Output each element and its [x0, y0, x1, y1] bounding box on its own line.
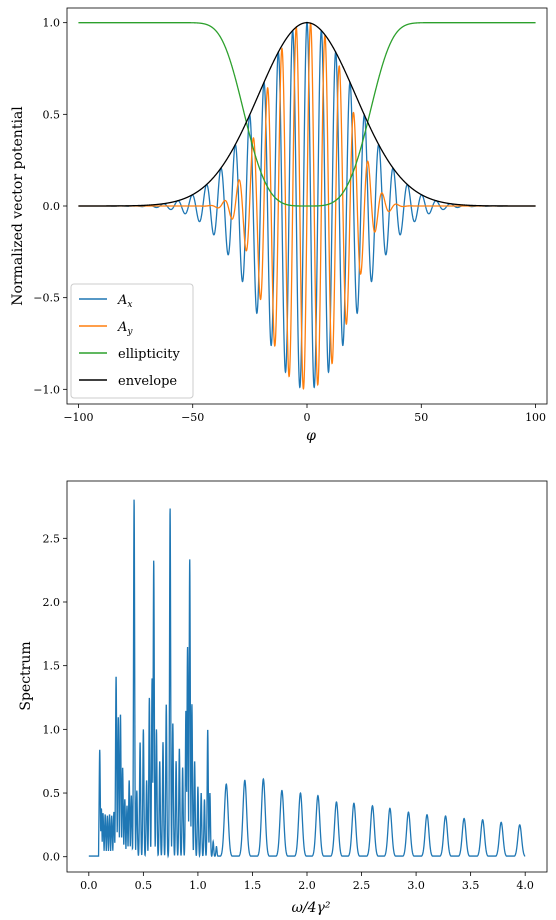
x-tick-label: −100	[63, 411, 93, 424]
legend: Ax Ay ellipticity envelope	[70, 283, 194, 399]
x-tick-label: 3.5	[462, 879, 480, 892]
top-x-ticks: −100 −50 0 50 100	[63, 404, 546, 424]
legend-label-ay: Ay	[117, 320, 133, 337]
top-x-axis-label: φ	[306, 428, 316, 444]
x-tick-label: 1.0	[189, 879, 207, 892]
legend-label-envelope: envelope	[118, 374, 177, 389]
legend-label-ellipticity: ellipticity	[118, 347, 181, 362]
legend-entry-ay: Ay	[79, 320, 133, 337]
y-tick-label: 2.5	[43, 532, 61, 545]
y-tick-label: 0.5	[43, 787, 61, 800]
y-tick-label: 2.0	[43, 596, 61, 609]
x-tick-label: 100	[525, 411, 546, 424]
bottom-y-ticks: 0.0 0.5 1.0 1.5 2.0 2.5	[43, 532, 67, 864]
legend-box	[70, 283, 194, 399]
x-tick-label: 4.0	[516, 879, 534, 892]
x-tick-label: 3.0	[407, 879, 425, 892]
x-tick-label: 0.5	[135, 879, 153, 892]
y-tick-label: 0.5	[43, 108, 61, 121]
y-tick-label: −1.0	[33, 383, 60, 396]
x-tick-label: 0.0	[80, 879, 98, 892]
y-tick-label: 0.0	[43, 200, 61, 213]
x-tick-label: −50	[181, 411, 204, 424]
series-ellipticity-line	[78, 22, 536, 207]
y-tick-label: −0.5	[33, 292, 60, 305]
vector-potential-plot: −100 −50 0 50 100 −1.0 −0.5 0.0 0.5 1.0 φ Normal…	[10, 7, 548, 444]
bottom-series-lines	[88, 499, 526, 859]
top-y-axis-label: Normalized vector potential	[10, 106, 26, 306]
y-tick-label: 1.0	[43, 723, 61, 736]
legend-entry-ax: Ax	[79, 293, 132, 310]
bottom-x-ticks: 0.0 0.5 1.0 1.5 2.0 2.5 3.0 3.5 4.0	[80, 872, 534, 892]
top-series-lines	[78, 21, 536, 390]
spectrum-line	[88, 499, 526, 859]
x-tick-label: 0	[304, 411, 311, 424]
y-tick-label: 0.0	[43, 851, 61, 864]
bottom-y-axis-label: Spectrum	[18, 641, 34, 710]
top-y-ticks: −1.0 −0.5 0.0 0.5 1.0	[33, 17, 67, 396]
bottom-x-axis-label: ω/4γ²	[291, 900, 330, 916]
legend-entry-envelope: envelope	[79, 374, 177, 389]
series-envelope-line	[78, 22, 536, 207]
y-tick-label: 1.5	[43, 660, 61, 673]
spectrum-plot: 0.0 0.5 1.0 1.5 2.0 2.5 3.0 3.5 4.0 0.0 0.5 1.0 1.5…	[18, 480, 548, 916]
x-tick-label: 1.5	[244, 879, 262, 892]
x-tick-label: 2.5	[353, 879, 371, 892]
y-tick-label: 1.0	[43, 17, 61, 30]
x-tick-label: 2.0	[298, 879, 316, 892]
legend-label-ax: Ax	[117, 293, 132, 310]
legend-entry-ellipticity: ellipticity	[79, 347, 181, 362]
x-tick-label: 50	[414, 411, 428, 424]
